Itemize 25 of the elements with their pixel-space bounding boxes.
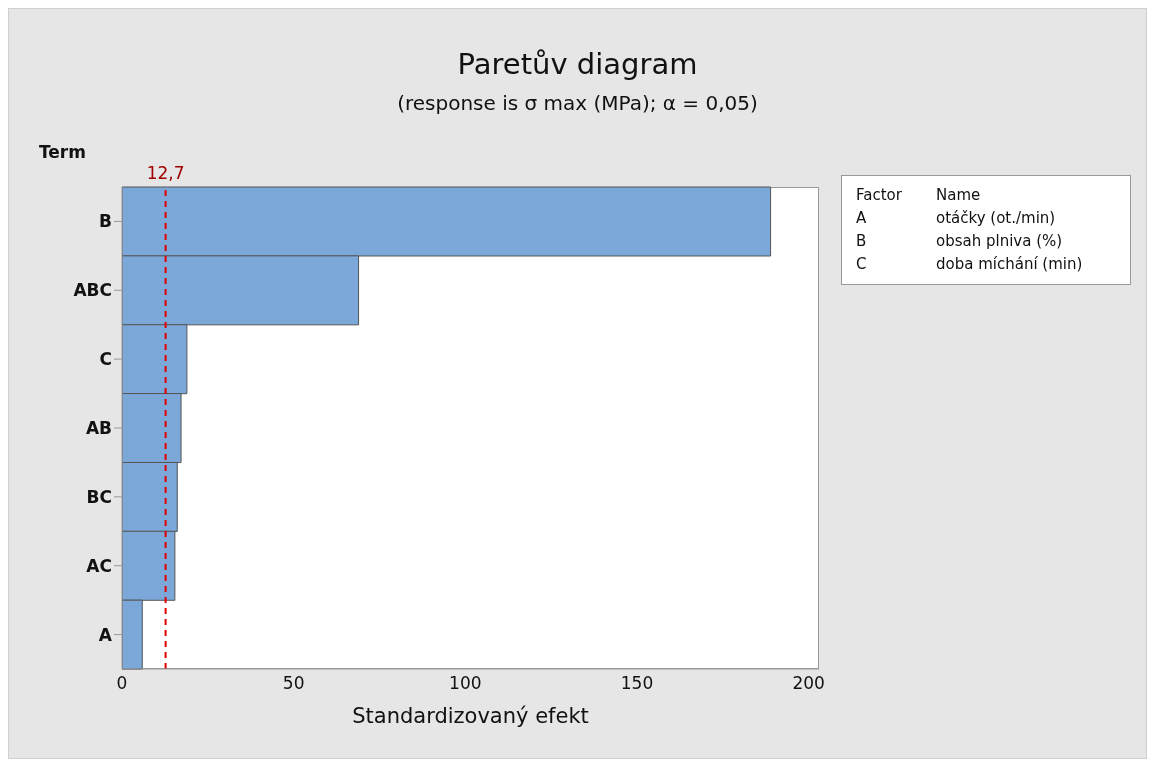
chart-title: Paretův diagram — [456, 47, 699, 81]
x-tick-label: 0 — [116, 673, 128, 694]
ref-line-label: 12,7 — [146, 163, 185, 183]
chart-subtitle: (response is σ max (MPa); α = 0,05) — [396, 91, 759, 115]
text: C — [856, 254, 868, 275]
y-tick-label: ABC — [73, 280, 112, 301]
x-tick-label: 100 — [449, 673, 482, 694]
y-tick-label: AC — [86, 555, 112, 576]
text: obsah plniva (%) — [936, 231, 1063, 252]
y-axis-title: Term — [39, 142, 86, 162]
y-tick-label: B — [99, 211, 112, 232]
text: Factor — [856, 185, 903, 206]
text: doba míchání (min) — [936, 254, 1083, 275]
x-tick-label: 150 — [620, 673, 654, 694]
x-tick-label: 50 — [282, 673, 305, 694]
x-axis-title: Standardizovaný efekt — [351, 704, 590, 728]
y-tick-label: BC — [86, 486, 112, 507]
x-tick-label: 200 — [792, 673, 825, 694]
text: Name — [936, 185, 981, 206]
y-tick-label: AB — [85, 418, 112, 439]
text: B — [856, 231, 868, 252]
text: otáčky (ot./min) — [936, 208, 1056, 229]
text: A — [856, 208, 868, 229]
y-tick-label: C — [99, 349, 112, 370]
y-tick-label: A — [98, 624, 113, 645]
